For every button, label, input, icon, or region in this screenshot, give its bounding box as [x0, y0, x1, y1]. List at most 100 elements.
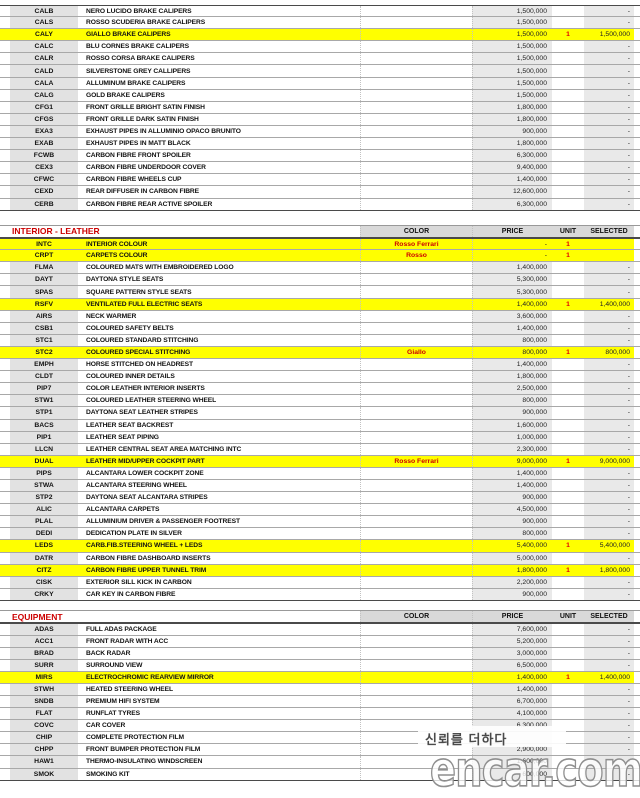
table-row[interactable]: STWH HEATED STEERING WHEEL 1,400,000 -: [0, 683, 640, 696]
price-cell[interactable]: 6,700,000: [472, 695, 552, 708]
table-row[interactable]: STP1 DAYTONA SEAT LEATHER STRIPES 900,000 -: [0, 407, 640, 420]
color-cell[interactable]: [360, 6, 472, 17]
code-cell[interactable]: CFG1: [10, 101, 78, 113]
price-cell[interactable]: 1,000,000: [472, 431, 552, 443]
selected-cell[interactable]: -: [584, 756, 634, 768]
description-cell[interactable]: ELECTROCHROMIC REARVIEW MIRROR: [78, 671, 360, 683]
description-cell[interactable]: SMOKING KIT: [86, 770, 130, 778]
price-cell[interactable]: 4,100,000: [472, 708, 552, 720]
price-cell[interactable]: 1,400,000: [472, 359, 552, 371]
color-cell[interactable]: [360, 635, 472, 647]
color-cell[interactable]: [360, 41, 472, 53]
code-cell[interactable]: SURR: [10, 659, 78, 671]
price-cell[interactable]: 1,400,000: [472, 298, 552, 310]
price-cell[interactable]: 900,000: [472, 407, 552, 419]
selected-cell[interactable]: -: [584, 492, 634, 504]
color-cell[interactable]: [360, 624, 472, 635]
selected-cell[interactable]: -: [584, 310, 634, 322]
code-cell[interactable]: CSB1: [10, 322, 78, 334]
code-cell[interactable]: FCWB: [10, 150, 78, 162]
description-cell[interactable]: EXTERIOR SILL KICK IN CARBON: [86, 578, 192, 586]
unit-cell[interactable]: [552, 274, 584, 285]
price-cell[interactable]: 800,000: [472, 395, 552, 407]
color-cell[interactable]: [360, 298, 472, 310]
code-cell[interactable]: BRAD: [10, 647, 78, 659]
color-cell[interactable]: [360, 492, 472, 504]
price-cell[interactable]: 1,500,000: [472, 65, 552, 77]
table-row[interactable]: EXAB EXHAUST PIPES IN MATT BLACK 1,800,000…: [0, 138, 640, 151]
selected-cell[interactable]: 9,000,000: [584, 455, 634, 467]
code-cell[interactable]: PIP7: [10, 383, 78, 395]
unit-cell[interactable]: [552, 150, 584, 161]
price-cell[interactable]: 1,400,000: [472, 174, 552, 186]
color-cell[interactable]: [360, 744, 472, 756]
description-cell[interactable]: DAYTONA STYLE SEATS: [86, 276, 164, 284]
price-cell[interactable]: 5,400,000: [472, 540, 552, 552]
color-cell[interactable]: [360, 647, 472, 659]
price-cell[interactable]: 900,000: [472, 492, 552, 504]
unit-cell[interactable]: 1: [552, 250, 584, 262]
description-cell[interactable]: HORSE STITCHED ON HEADREST: [86, 361, 194, 369]
selected-cell[interactable]: 1,500,000: [584, 29, 634, 41]
selected-cell[interactable]: -: [584, 443, 634, 455]
code-cell[interactable]: DEDI: [10, 528, 78, 540]
color-cell[interactable]: [360, 286, 472, 298]
table-row[interactable]: FCWB CARBON FIBRE FRONT SPOILER 6,300,000 -: [0, 150, 640, 163]
code-cell[interactable]: STWA: [10, 479, 78, 492]
code-cell[interactable]: CRKY: [10, 588, 78, 600]
table-row[interactable]: CALB NERO LUCIDO BRAKE CALIPERS 1,500,000 -: [0, 5, 640, 18]
color-cell[interactable]: [360, 659, 472, 671]
selected-cell[interactable]: -: [584, 174, 634, 186]
description-cell[interactable]: COLOURED INNER DETAILS: [86, 373, 175, 381]
selected-cell[interactable]: 5,400,000: [584, 540, 634, 552]
description-cell[interactable]: CARB.FIB.STEERING WHEEL + LEDS: [78, 540, 360, 552]
column-header-unit[interactable]: UNIT: [552, 610, 584, 623]
description-cell[interactable]: ROSSO CORSA BRAKE CALIPERS: [86, 55, 195, 63]
price-cell[interactable]: 1,800,000: [472, 101, 552, 113]
selected-cell[interactable]: -: [584, 150, 634, 162]
description-cell[interactable]: COMPLETE PROTECTION FILM: [86, 734, 184, 742]
unit-cell[interactable]: [552, 528, 584, 539]
selected-cell[interactable]: -: [584, 744, 634, 756]
unit-cell[interactable]: [552, 286, 584, 297]
color-cell[interactable]: [360, 53, 472, 65]
table-row[interactable]: EMPH HORSE STITCHED ON HEADREST 1,400,000 -: [0, 359, 640, 372]
code-cell[interactable]: CHIP: [10, 732, 78, 744]
code-cell[interactable]: SNDB: [10, 695, 78, 708]
color-cell[interactable]: [360, 274, 472, 286]
column-header-selected[interactable]: SELECTED: [584, 610, 634, 623]
selected-cell[interactable]: -: [584, 162, 634, 174]
unit-cell[interactable]: [552, 114, 584, 125]
color-cell[interactable]: Giallo: [360, 346, 472, 359]
price-cell[interactable]: 3,600,000: [472, 310, 552, 322]
code-cell[interactable]: STC2: [10, 346, 78, 359]
code-cell[interactable]: DAYT: [10, 274, 78, 286]
color-cell[interactable]: [360, 576, 472, 588]
description-cell[interactable]: COLOURED LEATHER STEERING WHEEL: [86, 397, 217, 405]
unit-cell[interactable]: [552, 383, 584, 394]
table-row[interactable]: SNDB PREMIUM HIFI SYSTEM 6,700,000 -: [0, 695, 640, 709]
unit-cell[interactable]: [552, 323, 584, 334]
unit-cell[interactable]: [552, 480, 584, 491]
price-cell[interactable]: 900,000: [472, 588, 552, 600]
price-cell[interactable]: 5,000,000: [472, 552, 552, 564]
selected-cell[interactable]: [584, 239, 634, 250]
unit-cell[interactable]: [552, 624, 584, 634]
code-cell[interactable]: CALB: [10, 6, 78, 17]
table-row[interactable]: LLCN LEATHER CENTRAL SEAT AREA MATCHING I…: [0, 443, 640, 456]
table-row[interactable]: STC1 COLOURED STANDARD STITCHING 800,000 -: [0, 334, 640, 347]
table-row[interactable]: FLAT RUNFLAT TYRES 4,100,000 -: [0, 708, 640, 721]
selected-cell[interactable]: -: [584, 371, 634, 383]
color-cell[interactable]: [360, 371, 472, 383]
price-cell[interactable]: -: [472, 250, 552, 262]
selected-cell[interactable]: -: [584, 528, 634, 540]
description-cell[interactable]: LEATHER MID/UPPER COCKPIT PART: [78, 455, 360, 467]
unit-cell[interactable]: [552, 65, 584, 76]
price-cell[interactable]: 800,000: [472, 528, 552, 540]
table-row[interactable]: DATR CARBON FIBRE DASHBOARD INSERTS 5,000,…: [0, 552, 640, 565]
selected-cell[interactable]: -: [584, 6, 634, 17]
unit-cell[interactable]: [552, 648, 584, 659]
selected-cell[interactable]: -: [584, 101, 634, 113]
table-row[interactable]: EXA3 EXHAUST PIPES IN ALLUMINIO OPACO BRU…: [0, 125, 640, 139]
color-cell[interactable]: [360, 467, 472, 479]
